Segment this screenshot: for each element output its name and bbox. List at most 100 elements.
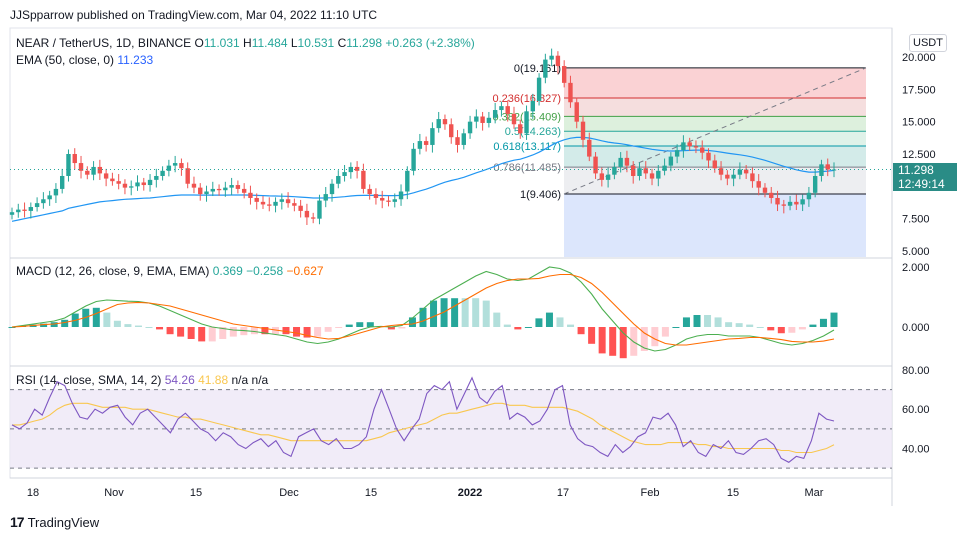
low-key: L xyxy=(290,36,298,50)
currency-button[interactable]: USDT xyxy=(909,34,947,52)
macd-histogram-bar xyxy=(788,327,796,333)
last-price: 11.298 xyxy=(898,163,934,177)
fib-zone xyxy=(564,98,866,117)
macd-histogram-bar xyxy=(430,300,438,327)
candle-body xyxy=(505,106,510,114)
brand-name: TradingView xyxy=(27,514,100,530)
macd-histogram-bar xyxy=(682,317,690,327)
candle-body xyxy=(160,170,165,176)
candle-body xyxy=(16,209,21,213)
rsi-na-1: n/a xyxy=(231,373,249,387)
candle-body xyxy=(147,179,153,186)
candle-body xyxy=(643,168,648,174)
candle-body xyxy=(618,157,623,167)
rsi-ma-value: 41.88 xyxy=(198,373,229,387)
candle-body xyxy=(436,119,441,129)
macd-histogram-bar xyxy=(219,327,227,339)
candle-body xyxy=(129,186,134,188)
macd-histogram-bar xyxy=(198,327,206,342)
candle-body xyxy=(223,187,228,191)
macd-histogram-bar xyxy=(809,324,817,327)
ema-label: EMA (50, close, 0) xyxy=(16,53,115,67)
main-legend: NEAR / TetherUS, 1D, BINANCE O11.031 H11… xyxy=(16,35,475,69)
macd-histogram-bar xyxy=(588,327,596,344)
macd-histogram-bar xyxy=(8,327,16,328)
candle-body xyxy=(9,212,15,215)
candle-body xyxy=(674,150,680,157)
macd-histogram-bar xyxy=(735,323,743,327)
macd-histogram-bar xyxy=(124,324,132,327)
candle-body xyxy=(693,146,699,148)
candle-body xyxy=(543,59,548,78)
fib-level-label: 0.5(14.263) xyxy=(505,126,561,138)
macd-value-1: 0.369 xyxy=(212,264,243,278)
candle-body xyxy=(97,166,103,174)
candle-body xyxy=(511,113,517,125)
high-key: H xyxy=(243,36,252,50)
macd-value-3: −0.627 xyxy=(286,264,324,278)
candle-body xyxy=(593,156,598,174)
macd-histogram-bar xyxy=(577,327,585,335)
macd-histogram-bar xyxy=(229,327,237,337)
fib-level-label: 1(9.406) xyxy=(520,189,561,201)
candle-body xyxy=(216,188,222,191)
macd-histogram-bar xyxy=(725,322,733,327)
macd-histogram-bar xyxy=(398,327,406,329)
candle-body xyxy=(373,194,379,198)
candle-body xyxy=(631,165,636,176)
macd-histogram-bar xyxy=(535,318,543,327)
ema-value: 11.233 xyxy=(117,53,154,67)
macd-histogram-bar xyxy=(356,322,364,327)
footer-brand[interactable]: 17 TradingView xyxy=(10,514,99,530)
rsi-value: 54.26 xyxy=(164,373,195,387)
macd-histogram-bar xyxy=(472,298,480,327)
ema-line xyxy=(11,136,835,222)
candle-body xyxy=(204,191,209,195)
macd-label: MACD (12, 26, close, 9, EMA, EMA) xyxy=(16,264,210,278)
macd-histogram-bar xyxy=(92,307,100,327)
candle-body xyxy=(210,188,215,192)
macd-histogram-bar xyxy=(619,327,627,359)
macd-value-2: −0.258 xyxy=(246,264,284,278)
close-value: 11.298 xyxy=(346,36,383,50)
price-tick-label: 7.500 xyxy=(902,214,930,226)
low-value: 10.531 xyxy=(297,36,335,50)
candle-body xyxy=(574,102,579,122)
candle-body xyxy=(91,166,96,175)
macd-histogram-bar xyxy=(640,327,648,351)
macd-histogram-bar xyxy=(50,322,58,327)
tradingview-logo-icon: 17 xyxy=(10,514,25,530)
macd-histogram-bar xyxy=(545,312,553,327)
time-tick-label: 18 xyxy=(27,487,39,499)
candle-body xyxy=(116,181,121,184)
macd-histogram-bar xyxy=(250,327,258,335)
candle-body xyxy=(317,200,322,219)
candle-body xyxy=(612,166,617,175)
candle-body xyxy=(85,170,90,175)
fib-zone xyxy=(564,116,866,132)
candle-body xyxy=(166,165,172,171)
candle-body xyxy=(53,188,59,196)
candle-body xyxy=(524,111,529,134)
macd-histogram-bar xyxy=(419,307,427,327)
candle-body xyxy=(449,124,454,138)
candle-body xyxy=(668,156,674,166)
time-tick-label: 17 xyxy=(557,487,569,499)
price-tick-label: 5.000 xyxy=(902,246,930,258)
macd-histogram-bar xyxy=(693,315,701,327)
macd-histogram-bar xyxy=(345,324,353,327)
candle-body xyxy=(367,188,372,195)
candle-body xyxy=(687,142,692,147)
macd-histogram-bar xyxy=(503,324,511,327)
candle-body xyxy=(298,205,303,211)
candle-body xyxy=(235,185,241,189)
rsi-ma-line xyxy=(12,402,835,454)
candle-body xyxy=(191,183,197,188)
candle-body xyxy=(323,194,328,201)
macd-histogram-bar xyxy=(166,327,174,335)
macd-histogram-bar xyxy=(798,327,806,330)
fib-level-label: 0(19.161) xyxy=(514,63,561,75)
candle-body xyxy=(304,210,310,218)
